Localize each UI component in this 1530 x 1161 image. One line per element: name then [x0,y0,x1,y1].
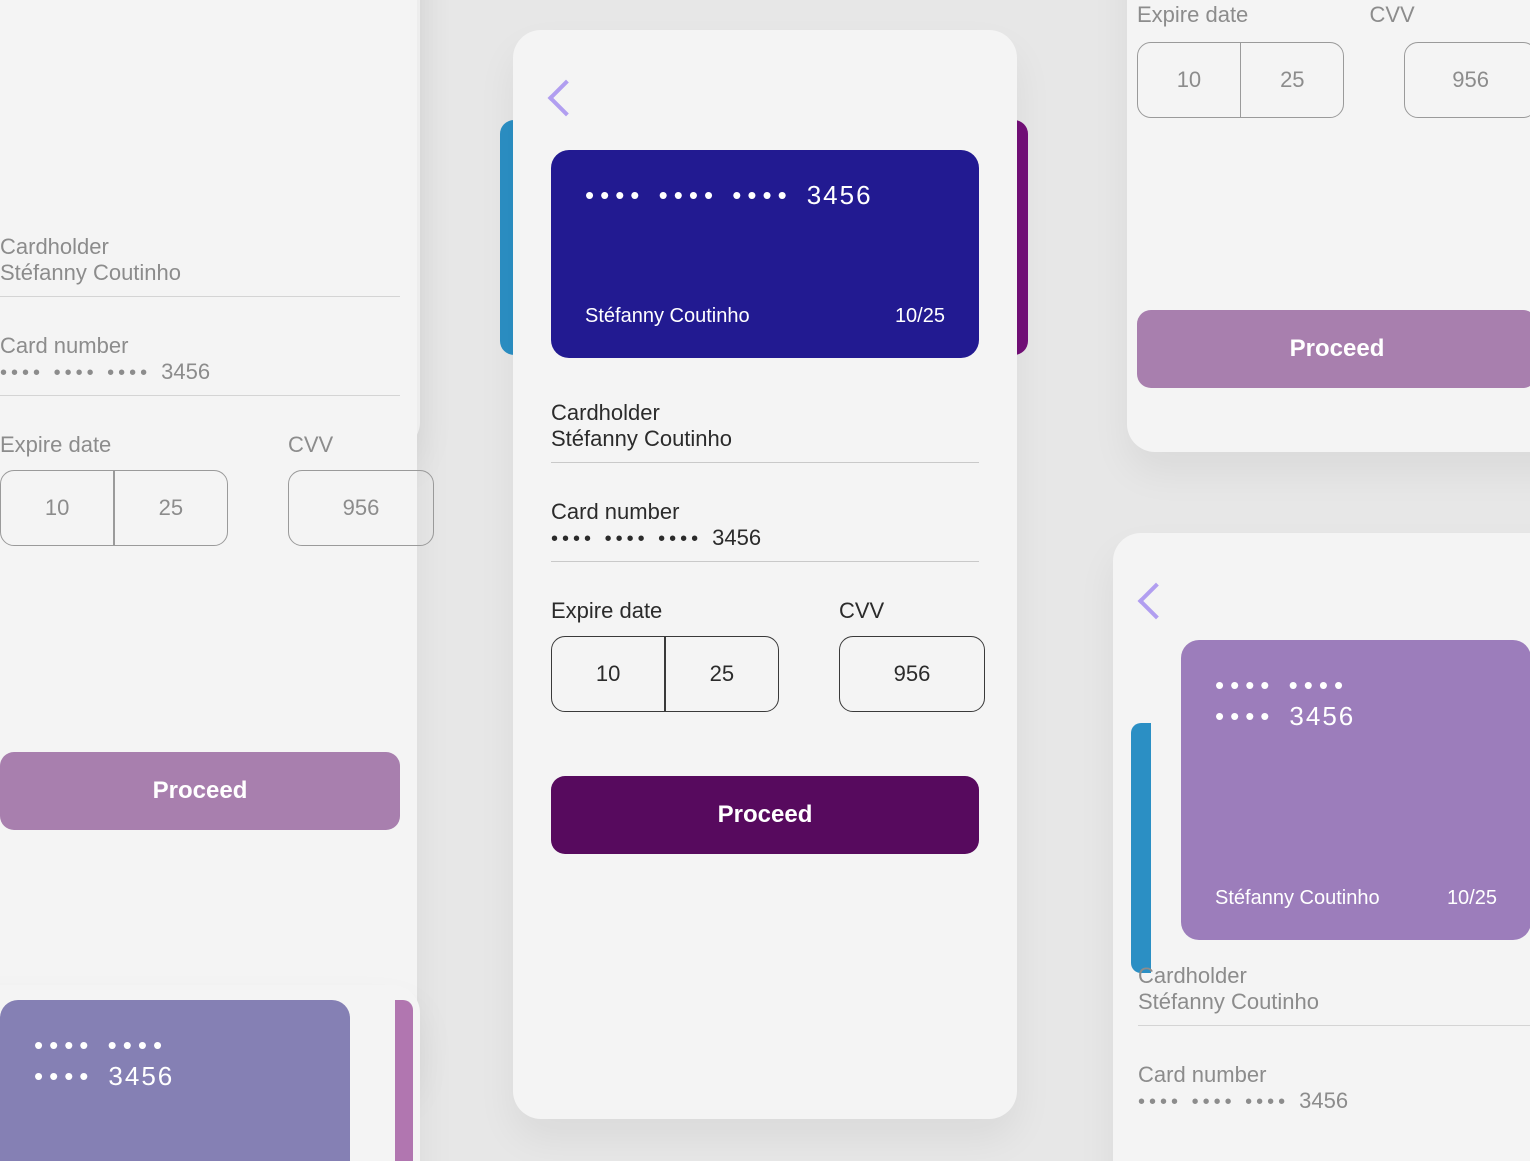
mockup-panel-center-main: •••• •••• •••• 3456 Stéfanny Coutinho 10/… [513,30,1017,1119]
expire-date-label: Expire date [0,432,228,458]
expire-date-label: Expire date [551,598,779,624]
card-number-label: Card number [0,333,400,359]
expire-date-input[interactable]: 10 25 [0,470,228,546]
cardholder-value[interactable]: Stéfanny Coutinho [0,260,400,297]
cardholder-label: Cardholder [551,400,979,426]
cardholder-value[interactable]: Stéfanny Coutinho [1138,989,1530,1026]
mockup-panel-left-form: Cardholder Stéfanny Coutinho Card number… [0,0,417,1084]
expire-date-input[interactable]: 10 25 [551,636,779,712]
card-number-masked: •••• •••• ••••3456 [1215,670,1497,732]
expire-year-value[interactable]: 25 [1241,43,1343,117]
card-number-masked: •••• •••• ••••3456 [585,180,945,211]
card-holder-name: Stéfanny Coutinho [585,305,750,328]
proceed-button[interactable]: Proceed [1137,310,1530,388]
card-number-value[interactable]: •••• •••• •••• 3456 [0,359,400,396]
proceed-button-main[interactable]: Proceed [551,776,979,854]
expire-month-value[interactable]: 10 [1138,43,1240,117]
card-number-label: Card number [1138,1062,1530,1088]
expire-month-value[interactable]: 10 [1,471,113,545]
cardholder-label: Cardholder [1138,963,1530,989]
credit-card-preview-main: •••• •••• •••• 3456 Stéfanny Coutinho 10/… [551,150,979,358]
card-number-value[interactable]: •••• •••• •••• 3456 [1138,1088,1530,1124]
cardholder-label: Cardholder [0,234,400,260]
card-payment-mockups: { "card": { "masked_number_dots": "•••• … [0,0,1530,1161]
expire-year-value[interactable]: 25 [115,471,227,545]
card-expiry-date: 10/25 [895,305,945,328]
decorative-accent-strip [395,1000,413,1161]
expire-date-label: Expire date [1137,2,1365,28]
decorative-accent-strip-blue [1131,723,1151,973]
cardholder-value[interactable]: Stéfanny Coutinho [551,426,979,463]
credit-card-preview: •••• •••• ••••3456 Stéfanny Coutinho 10/… [1181,640,1530,940]
cvv-label: CVV [839,598,985,624]
cvv-input[interactable]: 956 [288,470,434,546]
expire-date-input[interactable]: 10 25 [1137,42,1344,118]
back-chevron-icon[interactable] [548,80,585,117]
card-expiry-date: 10/25 [1447,887,1497,910]
expire-month-value[interactable]: 10 [552,637,664,711]
mockup-panel-bottom-right: •••• •••• •••• 3456 Stéfanny Coutinho 10/… [1113,533,1530,1161]
card-number-masked: •••• •••• ••••3456 [34,1030,316,1092]
cvv-input[interactable]: 956 [1404,42,1530,118]
proceed-button[interactable]: Proceed [0,752,400,830]
card-holder-name: Stéfanny Coutinho [1215,887,1380,910]
mockup-panel-bottom-left: •••• •••• ••••3456 Stéfanny Coutinho 10/… [0,985,420,1161]
credit-card-preview: •••• •••• ••••3456 Stéfanny Coutinho 10/… [0,1000,350,1161]
card-number-value[interactable]: •••• •••• •••• 3456 [551,525,979,562]
expire-year-value[interactable]: 25 [666,637,778,711]
card-number-label: Card number [551,499,979,525]
cvv-label: CVV [288,432,434,458]
back-chevron-icon[interactable] [1138,583,1175,620]
mockup-panel-top-right: Expire date CVV 10 25 956 Proceed [1127,0,1530,452]
cvv-label: CVV [1369,2,1414,28]
cvv-input[interactable]: 956 [839,636,985,712]
